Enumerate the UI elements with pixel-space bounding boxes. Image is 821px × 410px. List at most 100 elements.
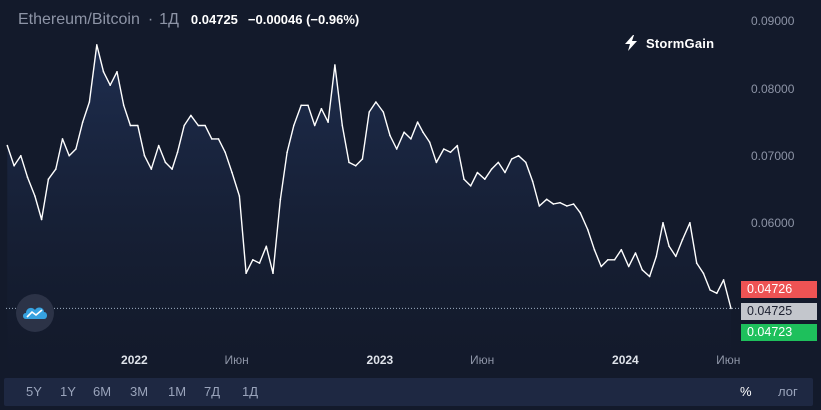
symbol-name: Ethereum/Bitcoin [18,11,140,28]
lightning-logo-icon [625,35,637,51]
data-point [410,138,412,140]
data-point [150,168,153,170]
timeframe-7d-button[interactable]: 7Д [204,384,221,399]
bottom-toolbar: 5Y 1Y 6M 3M 1M 7Д 1Д % лог [4,378,813,406]
data-point [510,158,513,160]
data-point [476,171,479,174]
x-tick-label: Июн [224,353,249,367]
data-point [20,154,22,157]
data-point [662,222,664,224]
data-point [238,195,241,197]
data-point [531,180,534,182]
timeframe-1y-button[interactable]: 1Y [60,384,76,399]
data-point [245,272,247,275]
floating-logo-button[interactable] [16,294,54,332]
data-point [231,171,233,174]
y-tick-label: 0.06000 [751,215,795,230]
last-price: 0.04725 [190,12,238,27]
data-point [709,289,711,291]
data-point [40,218,43,221]
timeframe-5y-button[interactable]: 5Y [26,384,42,399]
data-point [96,44,98,46]
data-point [435,161,438,164]
data-point [13,165,15,167]
data-point [34,195,36,197]
data-point [137,124,139,127]
data-point [449,151,452,154]
data-point [538,205,541,207]
data-point [416,121,419,123]
data-point [368,111,371,113]
data-point [586,228,589,231]
x-tick-label: 2023 [366,353,394,367]
data-point [668,245,670,248]
data-point [327,121,329,123]
price-change: −0.00046 (−0.96%) [247,12,360,27]
x-tick-label: Июн [469,353,495,367]
data-point [382,111,385,113]
data-point [258,262,261,264]
data-point [648,275,651,278]
brand-logo: StormGain [622,34,714,52]
data-point [695,262,698,264]
data-point [122,104,125,107]
percent-scale-button[interactable]: % [740,384,752,399]
data-point [211,138,213,140]
data-point [75,148,77,150]
data-point [443,148,445,150]
data-point [265,245,268,248]
timeframe-1d-button[interactable]: 1Д [242,384,259,399]
data-point [129,124,132,127]
data-point [463,178,465,180]
data-point [675,255,677,258]
last-price-tag: 0.04725 [741,303,817,320]
data-point [313,124,316,127]
data-point [722,279,725,281]
timeframe-3m-button[interactable]: 3M [130,384,149,399]
x-tick-label: 2022 [121,353,148,367]
price-area [7,44,732,372]
timeframe-6m-button[interactable]: 6M [93,384,112,399]
log-scale-button[interactable]: лог [778,384,798,399]
data-point [681,238,684,241]
data-point [361,158,364,160]
chart-header: Ethereum/Bitcoin · 1Д 0.04725 −0.00046 (… [18,11,359,29]
data-point [252,259,254,261]
data-point [559,201,561,204]
data-point [26,176,29,178]
data-point [428,141,431,144]
data-point [61,138,64,140]
data-point [566,205,568,207]
data-point [171,168,173,170]
timeframe-1m-button[interactable]: 1M [168,384,187,399]
data-point [47,178,50,180]
data-point [157,144,160,147]
data-point [164,161,167,164]
y-tick-label: 0.09000 [751,14,795,29]
data-point [484,178,486,180]
header-separator: · [147,11,154,28]
data-point [572,203,575,205]
data-point [607,259,609,261]
data-point [6,144,9,147]
data-point [634,252,637,254]
data-point [490,168,493,170]
data-point [224,151,226,154]
cloud-logo-icon [23,307,47,319]
data-point [183,124,185,127]
y-tick-label: 0.08000 [751,81,795,96]
data-point [176,151,179,154]
data-point [272,272,274,275]
data-point [375,101,377,103]
data-point [81,121,84,123]
data-point [354,165,357,167]
low-price-tag: 0.04723 [741,324,817,341]
data-point [579,212,582,214]
data-point [716,292,718,295]
data-point [689,222,691,224]
x-tick-label: 2024 [612,353,639,367]
data-point [627,265,630,268]
data-point [116,71,118,73]
y-tick-label: 0.07000 [751,148,795,163]
